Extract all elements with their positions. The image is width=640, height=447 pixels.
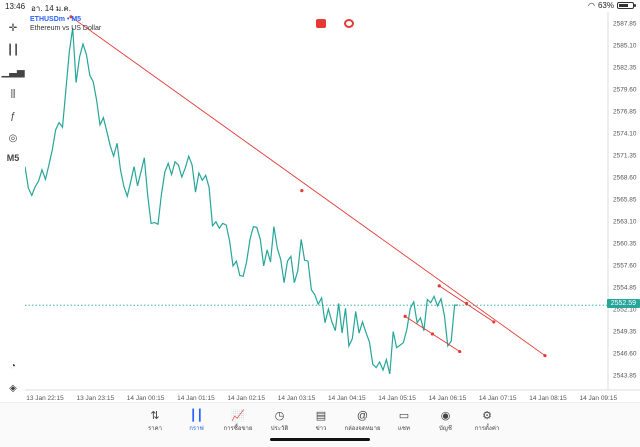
y-tick-label: 2565.85	[613, 196, 637, 203]
y-tick-label: 2557.60	[613, 263, 637, 270]
status-time: 13:46	[5, 2, 26, 11]
indicators-icon[interactable]: ⫼	[10, 88, 16, 100]
trendline-upper-midpoint	[464, 301, 469, 306]
y-tick-label: 2579.60	[613, 86, 637, 93]
tab-label: การซื้อขาย	[223, 426, 253, 432]
news-icon: ▤	[315, 410, 327, 422]
x-tick-label: 14 Jan 06:15	[429, 395, 467, 402]
account-icon: ◉	[440, 410, 451, 422]
trendline-main-handle	[543, 353, 547, 358]
trendline-upper-handle	[492, 320, 496, 324]
chat-icon: ▭	[398, 410, 410, 422]
battery-percent: 63%	[597, 1, 614, 10]
timeframe-button[interactable]: M5	[6, 153, 20, 163]
crosshair-icon[interactable]: ✛	[8, 22, 18, 34]
tab-label: บัญชี	[439, 426, 452, 432]
y-tick-label: 2563.10	[613, 219, 637, 226]
price-line	[25, 27, 458, 375]
shapes-icon[interactable]: ◎	[8, 132, 18, 144]
x-tick-label: 14 Jan 07:15	[479, 395, 517, 402]
tab-history[interactable]: ◷ ประวัติ	[258, 409, 302, 433]
trendline-lower-handle	[403, 314, 407, 318]
trendline-upper-handle	[437, 284, 441, 288]
x-tick-label: 14 Jan 09:15	[580, 395, 618, 402]
tab-label: กล่องจดหมาย	[344, 426, 381, 432]
tab-sort[interactable]: ⇅ ราคา	[133, 409, 177, 433]
candles-icon[interactable]: ┃┃	[6, 44, 20, 56]
tab-label: การตั้งค่า	[474, 426, 500, 432]
signal-icon[interactable]	[344, 19, 354, 28]
trendline-main	[70, 16, 546, 356]
y-tick-label: 2552.10	[613, 307, 637, 314]
tab-trade[interactable]: 📈 การซื้อขาย	[216, 409, 260, 433]
y-tick-label: 2549.35	[613, 329, 637, 336]
mail-icon: @	[356, 410, 369, 422]
one-click-trade-icon[interactable]	[316, 19, 326, 28]
function-icon[interactable]: ƒ	[10, 110, 16, 122]
tab-candles[interactable]: ┃┃ กราฟ	[175, 409, 219, 433]
legend-description: Ethereum vs US Dollar	[30, 25, 102, 32]
x-tick-label: 14 Jan 08:15	[529, 395, 567, 402]
x-tick-label: 14 Jan 04:15	[328, 395, 366, 402]
x-tick-label: 14 Jan 01:15	[177, 395, 215, 402]
x-tick-label: 13 Jan 23:15	[77, 395, 115, 402]
y-tick-label: 2546.60	[613, 351, 637, 358]
settings-icon: ⚙	[482, 410, 492, 422]
tab-news[interactable]: ▤ ข่าว	[299, 409, 343, 433]
y-tick-label: 2587.85	[613, 20, 637, 27]
y-tick-label: 2576.85	[613, 108, 637, 115]
tab-label: ราคา	[148, 426, 162, 432]
x-tick-label: 14 Jan 02:15	[227, 395, 265, 402]
y-tick-label: 2582.35	[613, 64, 637, 71]
status-date: อา. 14 ม.ค.	[31, 4, 71, 13]
tab-label: ประวัติ	[270, 426, 289, 432]
tab-label: กราฟ	[189, 426, 204, 432]
y-tick-label: 2574.10	[613, 130, 637, 137]
chart-top-icons	[316, 19, 354, 28]
chart-legend: ETHUSDm • M5 Ethereum vs US Dollar	[30, 15, 101, 33]
chart-settings-icon[interactable]: ◔	[9, 360, 17, 372]
x-tick-label: 14 Jan 00:15	[127, 395, 165, 402]
history-icon: ◷	[274, 410, 285, 422]
x-tick-label: 14 Jan 03:15	[278, 395, 316, 402]
tab-mail[interactable]: @ กล่องจดหมาย	[341, 409, 385, 433]
y-tick-label: 2571.35	[613, 152, 637, 159]
trendline-lower-midpoint	[430, 332, 435, 336]
tab-label: ข่าว	[315, 426, 327, 432]
app-logo-icon[interactable]: ◈	[9, 382, 17, 394]
tab-account[interactable]: ◉ บัญชี	[424, 409, 468, 433]
y-tick-label: 2585.10	[613, 42, 637, 49]
x-tick-label: 14 Jan 05:15	[378, 395, 416, 402]
tab-settings[interactable]: ⚙ การตั้งค่า	[465, 409, 509, 433]
tab-label: แชท	[398, 426, 410, 432]
current-price-tag: 2552.59	[606, 299, 640, 308]
trendline-lower-handle	[458, 349, 462, 354]
status-right: ◠ 63%	[588, 1, 636, 10]
left-toolbar: ✛ ┃┃ ▁▃▅ ⫼ ƒ ◎ M5 ◔ ◈	[0, 12, 25, 402]
x-tick-label: 13 Jan 22:15	[26, 395, 64, 402]
y-tick-label: 2554.85	[613, 285, 637, 292]
price-chart[interactable]: 2587.85 2585.10 2582.35 2579.60 2576.85 2574.…	[25, 12, 640, 420]
status-bar: 13:46 อา. 14 ม.ค. ◠ 63%	[0, 0, 640, 13]
candles-icon: ┃┃	[189, 410, 204, 422]
y-tick-label: 2568.60	[613, 174, 637, 181]
trade-icon: 📈	[231, 410, 245, 422]
wifi-icon: ◠	[588, 1, 595, 10]
y-tick-label: 2560.35	[613, 241, 637, 248]
home-indicator	[270, 438, 370, 441]
battery-fill	[619, 4, 629, 7]
sort-icon: ⇅	[150, 410, 160, 422]
trendline-main-midpoint	[300, 188, 304, 193]
legend-symbol: ETHUSDm • M5	[30, 16, 82, 23]
chart-canvas: 2587.85 2585.10 2582.35 2579.60 2576.85 2574.…	[25, 12, 640, 402]
battery-icon	[617, 2, 636, 9]
y-tick-label: 2543.85	[613, 373, 637, 380]
trendline-main-handle	[69, 15, 73, 19]
bars-icon[interactable]: ▁▃▅	[1, 66, 25, 78]
tab-chat[interactable]: ▭ แชท	[382, 409, 426, 433]
